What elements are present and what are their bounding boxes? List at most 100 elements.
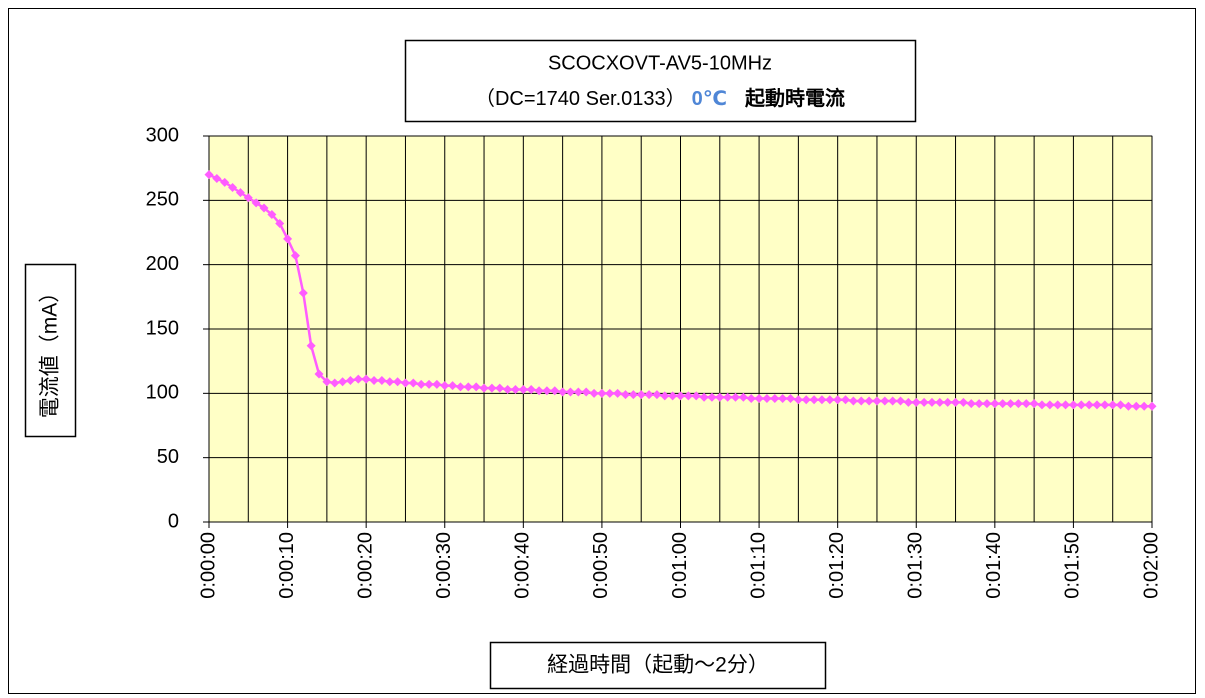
data-point [809, 395, 819, 405]
data-point [565, 387, 575, 397]
data-point [817, 395, 827, 405]
data-point [471, 382, 481, 392]
data-point [998, 399, 1008, 409]
data-point [424, 379, 434, 389]
data-point [1029, 399, 1039, 409]
y-tick-label: 100 [146, 382, 179, 404]
x-tick-label: 0:01:30 [905, 532, 927, 599]
data-point [1100, 400, 1110, 410]
data-point [275, 218, 285, 228]
data-point [558, 387, 568, 397]
data-point [652, 390, 662, 400]
data-point [1006, 399, 1016, 409]
data-point [848, 396, 858, 406]
data-point [903, 397, 913, 407]
data-point [841, 395, 851, 405]
data-point [385, 377, 395, 387]
data-point [676, 391, 685, 401]
title-box [404, 39, 917, 123]
data-point [487, 383, 497, 393]
data-point [361, 374, 371, 384]
data-point [856, 396, 866, 406]
data-point [896, 396, 906, 406]
data-point [1068, 400, 1078, 410]
data-point [990, 399, 1000, 409]
data-point [440, 381, 450, 391]
x-tick-label: 0:00:10 [276, 532, 298, 599]
data-point [526, 384, 536, 394]
data-point [605, 388, 615, 398]
data-point [228, 182, 238, 192]
x-tick-label: 0:01:10 [747, 532, 769, 599]
data-point [377, 375, 387, 385]
x-tick-label: 0:01:40 [983, 532, 1005, 599]
data-point [306, 341, 316, 351]
data-point [1084, 400, 1094, 410]
data-point [613, 388, 623, 398]
data-point [400, 378, 410, 388]
data-point [628, 390, 638, 400]
data-point [369, 375, 379, 385]
x-tick-label: 0:00:00 [197, 532, 219, 599]
data-point [746, 393, 756, 403]
data-point [927, 397, 937, 407]
data-point [668, 391, 678, 401]
data-point [1053, 400, 1063, 410]
x-tick-label: 0:01:50 [1062, 532, 1084, 599]
data-point [935, 397, 945, 407]
data-point [620, 390, 630, 400]
data-point [314, 369, 324, 379]
data-point [951, 397, 961, 407]
data-point [322, 377, 332, 387]
data-point [1092, 400, 1102, 410]
data-point [220, 177, 230, 187]
data-point [762, 393, 772, 403]
data-point [1116, 400, 1126, 410]
data-point [691, 391, 701, 401]
data-point [589, 388, 599, 398]
data-point [731, 392, 741, 402]
data-point [919, 397, 929, 407]
data-point [298, 288, 308, 298]
data-point [833, 395, 843, 405]
data-point [534, 386, 544, 396]
y-tick-label: 50 [157, 446, 179, 468]
data-point [290, 251, 300, 261]
data-point [699, 392, 709, 402]
chart-title: SCOCXOVT-AV5-10MHz [548, 52, 772, 74]
y-tick-label: 300 [146, 124, 179, 146]
data-point [283, 234, 293, 244]
data-point [1013, 399, 1023, 409]
data-point [911, 397, 921, 407]
data-point [778, 393, 788, 403]
data-point [463, 382, 473, 392]
data-point [636, 390, 646, 400]
y-tick-label: 0 [168, 510, 179, 532]
subtitle-part: 起動時電流 [744, 86, 845, 110]
y-label-box [24, 263, 77, 438]
data-point [432, 379, 442, 389]
data-point [503, 384, 513, 394]
data-point [770, 393, 780, 403]
data-point [212, 173, 222, 183]
data-point [204, 170, 214, 180]
y-tick-label: 150 [146, 317, 179, 339]
data-point [235, 188, 245, 198]
data-point [1037, 400, 1047, 410]
data-point [825, 395, 835, 405]
data-point [707, 392, 717, 402]
data-point [581, 387, 591, 397]
subtitle-part: （DC=1740 Ser.0133） [475, 87, 686, 110]
data-point [660, 391, 670, 401]
data-point [1108, 400, 1118, 410]
data-point [880, 396, 890, 406]
data-point [1061, 400, 1071, 410]
data-point [966, 399, 976, 409]
data-point [455, 382, 465, 392]
x-axis-label: 経過時間（起動～2分） [547, 654, 769, 677]
data-point [243, 193, 253, 203]
y-tick-label: 250 [146, 189, 179, 211]
data-point [510, 384, 520, 394]
data-point [786, 393, 796, 403]
x-tick-label: 0:00:30 [433, 532, 455, 599]
